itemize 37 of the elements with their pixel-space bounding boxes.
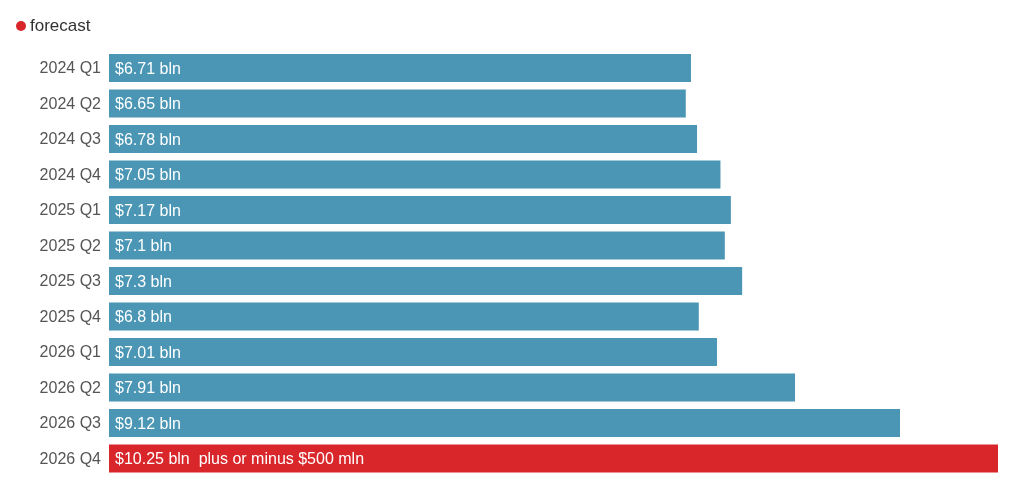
bar bbox=[109, 267, 743, 295]
y-tick-label: 2025 Q2 bbox=[39, 236, 102, 254]
bar bbox=[109, 373, 796, 402]
y-tick-label: 2026 Q2 bbox=[39, 378, 102, 396]
data-label: $7.17 bln bbox=[115, 201, 181, 219]
y-tick-label: 2024 Q4 bbox=[39, 165, 102, 183]
y-tick-label: 2025 Q4 bbox=[39, 307, 102, 325]
data-label: $10.25 bln plus or minus $500 mln bbox=[115, 450, 365, 468]
y-tick-label: 2025 Q3 bbox=[39, 272, 102, 290]
bar bbox=[109, 302, 699, 331]
data-label: $9.12 bln bbox=[115, 414, 181, 432]
data-label: $6.78 bln bbox=[115, 130, 181, 148]
y-tick-label: 2026 Q3 bbox=[39, 414, 102, 432]
y-tick-label: 2024 Q1 bbox=[39, 59, 102, 77]
data-label: $6.71 bln bbox=[115, 59, 181, 77]
y-tick-label: 2026 Q1 bbox=[39, 343, 102, 361]
data-label: $7.01 bln bbox=[115, 343, 181, 361]
legend-label: forecast bbox=[29, 16, 91, 36]
data-label: $7.05 bln bbox=[115, 166, 181, 184]
bar bbox=[109, 444, 998, 473]
bar bbox=[109, 231, 725, 260]
bar bbox=[109, 125, 698, 153]
data-label: $7.91 bln bbox=[115, 379, 181, 397]
data-label: $7.3 bln bbox=[115, 272, 172, 290]
data-label: $6.8 bln bbox=[115, 308, 172, 326]
y-tick-label: 2024 Q3 bbox=[39, 130, 102, 148]
y-tick-label: 2025 Q1 bbox=[39, 201, 102, 219]
bar bbox=[109, 409, 900, 437]
bar bbox=[109, 196, 731, 224]
bar bbox=[109, 160, 721, 189]
bar bbox=[109, 338, 717, 366]
data-label: $7.1 bln bbox=[115, 237, 172, 255]
bar bbox=[109, 89, 686, 118]
y-tick-label: 2024 Q2 bbox=[39, 94, 102, 112]
bar bbox=[109, 54, 691, 82]
y-tick-label: 2026 Q4 bbox=[39, 449, 102, 467]
data-label: $6.65 bln bbox=[115, 95, 181, 113]
